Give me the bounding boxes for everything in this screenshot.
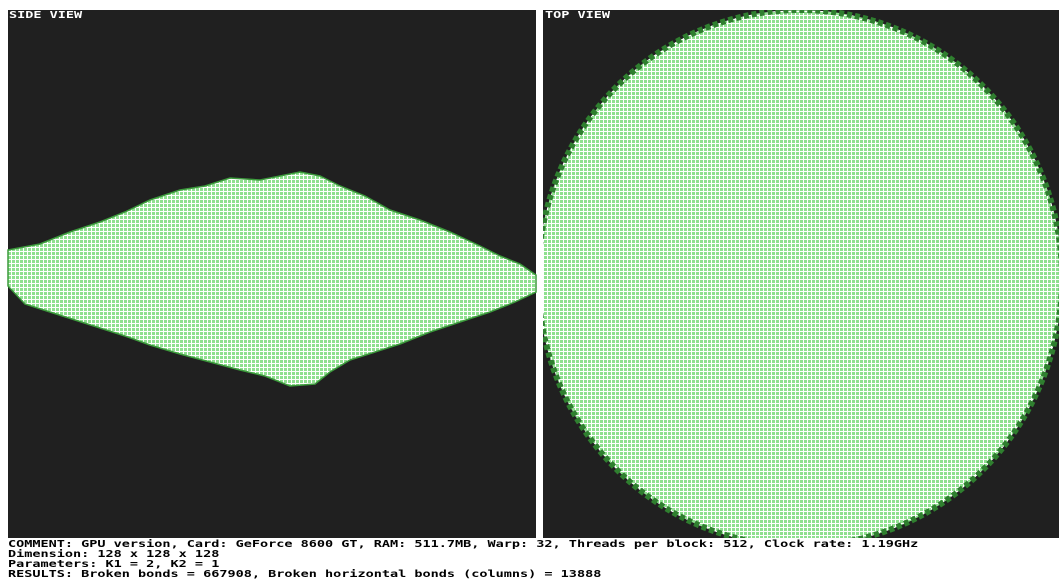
info-line: RESULTS: Broken bonds = 667908, Broken h… xyxy=(8,570,918,580)
views xyxy=(0,0,1059,540)
top-view-cluster xyxy=(538,10,1059,540)
screen: SIDE VIEW TOP VIEW COMMENT: GPU version,… xyxy=(0,0,1059,582)
panel-label: TOP VIEW xyxy=(545,11,610,21)
panel-label: SIDE VIEW xyxy=(9,11,82,21)
info-text: COMMENT: GPU version, Card: GeForce 8600… xyxy=(8,540,682,580)
